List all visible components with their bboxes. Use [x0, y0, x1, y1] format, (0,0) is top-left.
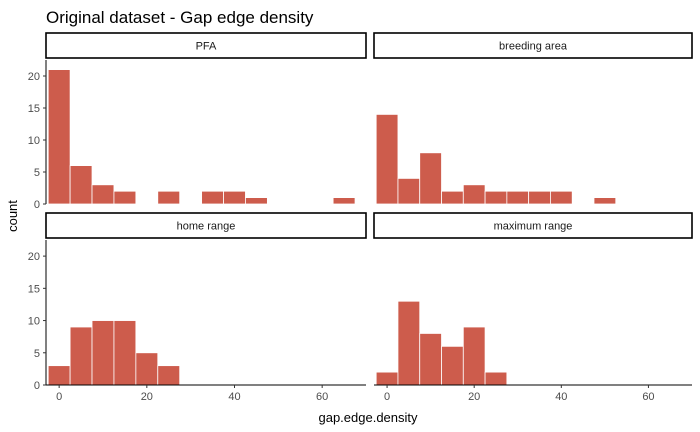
histogram-bar: [593, 197, 617, 205]
x-tick-label: 0: [56, 391, 62, 403]
facet-strip: [45, 32, 367, 59]
histogram-bar: [69, 326, 93, 386]
y-tick-label: 20: [28, 71, 40, 83]
histogram-bar: [484, 371, 508, 386]
histogram-bar: [419, 333, 442, 386]
histogram-bar: [375, 371, 399, 386]
histogram-bar: [441, 345, 464, 386]
histogram-bar: [462, 184, 486, 205]
x-tick-label: 20: [468, 391, 480, 403]
histogram-bar: [91, 184, 115, 205]
histogram-bar: [135, 352, 159, 386]
y-tick-label: 10: [28, 135, 40, 147]
histogram-bar: [47, 365, 71, 386]
chart-title: Original dataset - Gap edge density: [46, 8, 314, 27]
x-tick-label: 40: [228, 391, 240, 403]
facet-strip-label: breeding area: [499, 41, 568, 53]
histogram-bar: [157, 190, 181, 205]
facet-strip: [373, 212, 693, 239]
facet-strip: [373, 32, 693, 59]
facet-strip: [45, 212, 367, 239]
histogram-bar: [91, 320, 115, 386]
y-tick-label: 5: [34, 167, 40, 179]
facet-strip-label: maximum range: [494, 221, 573, 233]
histogram-bar: [462, 326, 486, 386]
facet-panel: maximum range 0 20 40 60: [373, 212, 693, 403]
x-axis-title: gap.edge.density: [318, 410, 418, 425]
x-tick-label: 0: [384, 391, 390, 403]
facets: PFA 0 5 10 15 20 breeding area home range 0 5 10 15…: [28, 32, 693, 403]
histogram-bar: [484, 190, 508, 205]
x-tick-label: 60: [316, 391, 328, 403]
facet-panel: PFA 0 5 10 15 20: [28, 32, 367, 211]
histogram-bar: [223, 190, 246, 205]
facet-panel: home range 0 5 10 15 20 0 20 40 60: [28, 212, 367, 403]
y-tick-label: 15: [28, 283, 40, 295]
y-tick-label: 15: [28, 103, 40, 115]
y-tick-label: 0: [34, 380, 40, 392]
histogram-bar: [113, 320, 137, 386]
facet-strip-label: home range: [177, 221, 236, 233]
histogram-bar: [69, 165, 93, 205]
histogram-bar: [419, 152, 442, 205]
histogram-bar: [113, 190, 137, 205]
x-tick-label: 40: [555, 391, 567, 403]
x-tick-label: 20: [141, 391, 153, 403]
y-axis-title: count: [5, 200, 20, 232]
y-tick-label: 10: [28, 316, 40, 328]
x-tick-label: 60: [642, 391, 654, 403]
histogram-bar: [397, 300, 421, 386]
facet-panel: breeding area: [373, 32, 693, 205]
y-tick-label: 20: [28, 251, 40, 263]
histogram-bar: [397, 177, 421, 205]
y-tick-label: 5: [34, 348, 40, 360]
y-tick-label: 0: [34, 199, 40, 211]
histogram-bar: [332, 197, 356, 205]
histogram-bar: [375, 114, 399, 205]
histogram-bar: [441, 190, 464, 205]
facet-strip-label: PFA: [196, 41, 217, 53]
histogram-bar: [157, 365, 181, 386]
histogram-bar: [528, 190, 551, 205]
histogram-bar: [550, 190, 573, 205]
histogram-bar: [245, 197, 268, 205]
histogram-bar: [506, 190, 530, 205]
histogram-bar: [201, 190, 224, 205]
histogram-bar: [47, 69, 71, 205]
